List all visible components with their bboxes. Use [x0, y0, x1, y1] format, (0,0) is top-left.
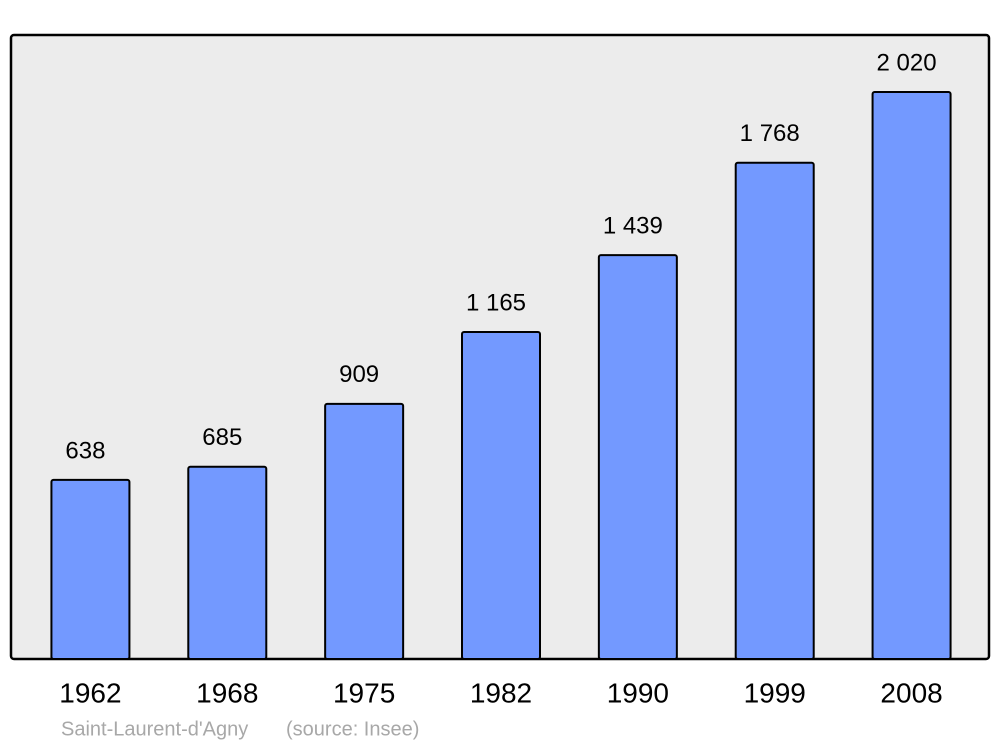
x-tick-label: 1962 — [59, 677, 121, 708]
bar — [461, 330, 541, 660]
value-label: 1 165 — [466, 289, 526, 316]
x-tick-label: 1968 — [196, 677, 258, 708]
bar — [50, 478, 131, 660]
x-tick-label: 1982 — [470, 677, 532, 708]
x-tick-label: 1975 — [333, 677, 395, 708]
bar — [871, 91, 952, 660]
bar — [187, 465, 268, 660]
x-tick-label: 1999 — [744, 677, 806, 708]
bar — [597, 254, 678, 660]
value-label: 685 — [202, 424, 242, 451]
value-label: 909 — [339, 361, 379, 388]
bar — [734, 161, 815, 660]
source: (source: Insee) — [286, 718, 419, 740]
value-label: 1 768 — [740, 120, 800, 147]
value-label: 1 439 — [603, 212, 663, 239]
value-label: 638 — [65, 437, 105, 464]
x-tick-label: 1990 — [607, 677, 669, 708]
caption: Saint-Laurent-d'Agny — [61, 718, 248, 740]
x-tick-label: 2008 — [880, 677, 942, 708]
value-label: 2 020 — [877, 49, 937, 76]
bar — [324, 402, 405, 660]
